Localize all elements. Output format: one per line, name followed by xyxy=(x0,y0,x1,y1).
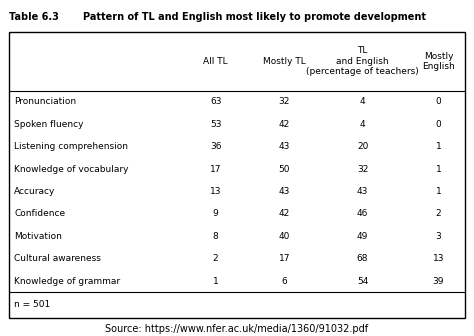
Text: Mostly
English: Mostly English xyxy=(422,52,455,71)
Text: 32: 32 xyxy=(279,97,290,107)
Text: 43: 43 xyxy=(357,187,368,196)
Text: 68: 68 xyxy=(357,254,368,263)
Text: Pattern of TL and English most likely to promote development: Pattern of TL and English most likely to… xyxy=(83,12,426,22)
Text: Table 6.3: Table 6.3 xyxy=(9,12,59,22)
Text: Mostly TL: Mostly TL xyxy=(263,57,306,66)
Text: 42: 42 xyxy=(279,120,290,129)
Text: 36: 36 xyxy=(210,142,221,151)
Text: 13: 13 xyxy=(433,254,444,263)
Text: 53: 53 xyxy=(210,120,221,129)
Text: Knowledge of grammar: Knowledge of grammar xyxy=(14,277,120,286)
Text: 43: 43 xyxy=(279,187,290,196)
Text: 0: 0 xyxy=(436,97,441,107)
Text: Confidence: Confidence xyxy=(14,209,65,218)
Text: 8: 8 xyxy=(213,232,219,241)
Text: 0: 0 xyxy=(436,120,441,129)
Text: Motivation: Motivation xyxy=(14,232,62,241)
Text: 49: 49 xyxy=(357,232,368,241)
Text: 13: 13 xyxy=(210,187,221,196)
Text: All TL: All TL xyxy=(203,57,228,66)
Text: 17: 17 xyxy=(279,254,290,263)
Text: 50: 50 xyxy=(279,165,290,174)
Text: 40: 40 xyxy=(279,232,290,241)
Text: 17: 17 xyxy=(210,165,221,174)
Text: Accuracy: Accuracy xyxy=(14,187,55,196)
Text: 3: 3 xyxy=(436,232,441,241)
Text: Listening comprehension: Listening comprehension xyxy=(14,142,128,151)
Text: n = 501: n = 501 xyxy=(14,300,50,309)
Text: 46: 46 xyxy=(357,209,368,218)
Text: TL
and English
(percentage of teachers): TL and English (percentage of teachers) xyxy=(306,46,419,76)
Text: Pronunciation: Pronunciation xyxy=(14,97,76,107)
Text: 6: 6 xyxy=(282,277,287,286)
Text: 1: 1 xyxy=(436,187,441,196)
Text: Knowledge of vocabulary: Knowledge of vocabulary xyxy=(14,165,129,174)
Text: 1: 1 xyxy=(213,277,219,286)
Text: 20: 20 xyxy=(357,142,368,151)
Text: 1: 1 xyxy=(436,142,441,151)
Text: 4: 4 xyxy=(360,97,365,107)
Text: 42: 42 xyxy=(279,209,290,218)
Text: Source: https://www.nfer.ac.uk/media/1360/91032.pdf: Source: https://www.nfer.ac.uk/media/136… xyxy=(105,324,369,334)
Text: 43: 43 xyxy=(279,142,290,151)
Text: 54: 54 xyxy=(357,277,368,286)
Text: 63: 63 xyxy=(210,97,221,107)
Text: 1: 1 xyxy=(436,165,441,174)
Text: 32: 32 xyxy=(357,165,368,174)
Text: 4: 4 xyxy=(360,120,365,129)
Text: 39: 39 xyxy=(433,277,444,286)
Bar xyxy=(9,32,465,318)
Text: Spoken fluency: Spoken fluency xyxy=(14,120,84,129)
Text: Cultural awareness: Cultural awareness xyxy=(14,254,101,263)
Text: 2: 2 xyxy=(436,209,441,218)
Text: 2: 2 xyxy=(213,254,219,263)
Text: 9: 9 xyxy=(213,209,219,218)
